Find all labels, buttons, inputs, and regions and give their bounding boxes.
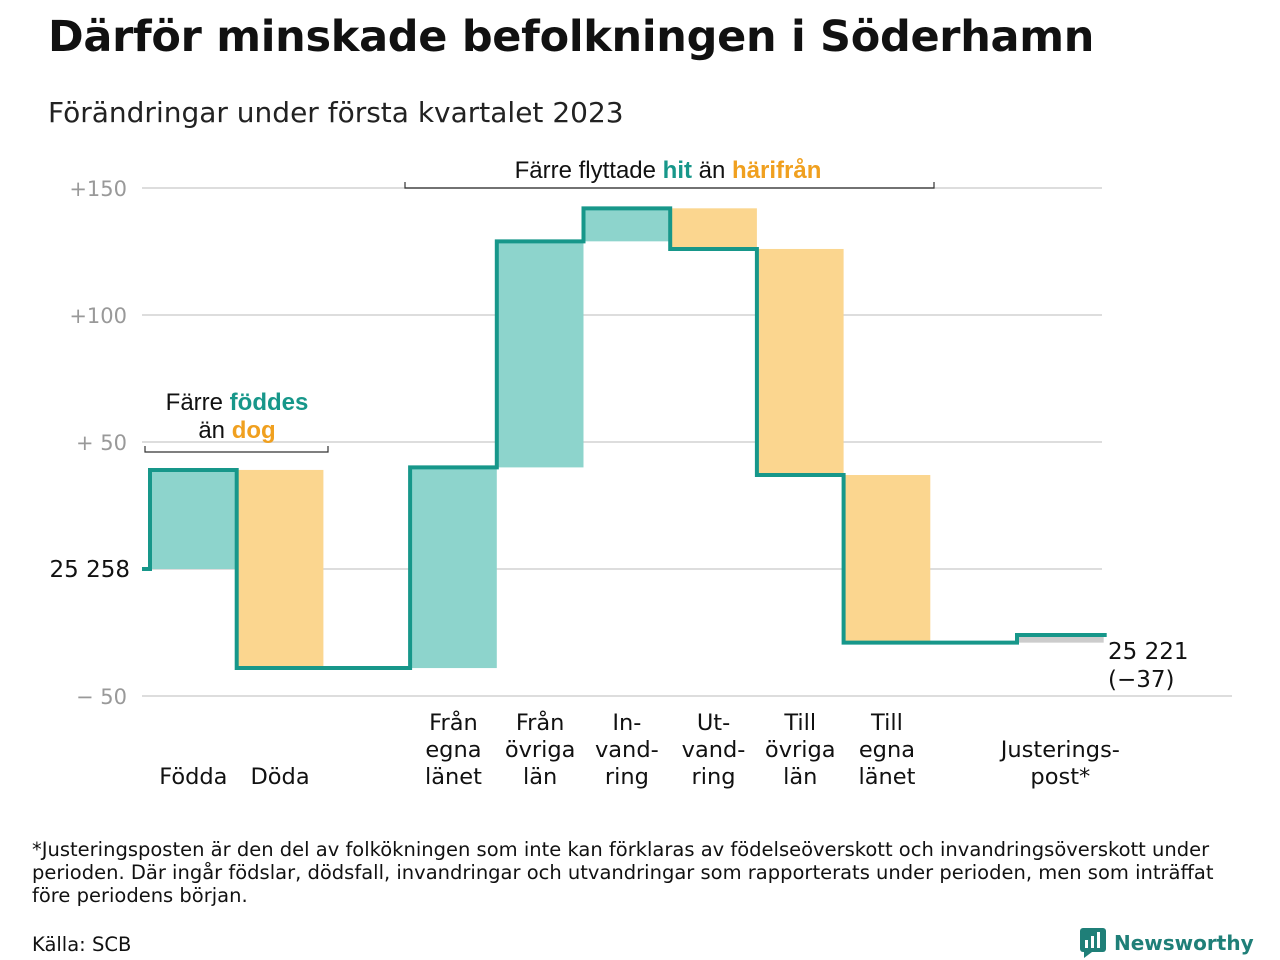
bar-5 <box>583 208 671 242</box>
category-label: länet <box>425 764 482 790</box>
footnote: *Justeringsposten är den del av folkökni… <box>32 838 1214 907</box>
category-label: egna <box>859 737 915 763</box>
start-value-label: 25 258 <box>50 557 130 583</box>
y-tick-label: +150 <box>69 177 127 201</box>
category-label: post* <box>1030 764 1090 790</box>
bar-1 <box>236 469 324 669</box>
category-label: Till <box>783 710 816 736</box>
category-label: Från <box>516 708 565 736</box>
end-value-label: 25 221 <box>1108 639 1188 665</box>
bars <box>150 208 1104 669</box>
annotation-part: härifrån <box>732 157 821 184</box>
bar-8 <box>843 475 931 643</box>
source-note: Källa: SCB <box>32 933 132 956</box>
annotation-births-line2: än dog <box>198 417 275 444</box>
category-label: Ut- <box>697 710 730 736</box>
category-label: län <box>523 764 557 790</box>
category-label: vand- <box>595 737 659 763</box>
y-tick-label: − 50 <box>76 685 127 709</box>
annotation-births-line1: Färre föddes <box>166 389 309 416</box>
annotation-part: hit <box>663 157 692 184</box>
y-tick-label: +100 <box>69 304 127 328</box>
annotation-bracket <box>404 182 935 189</box>
bar-4 <box>496 241 584 468</box>
bar-3 <box>410 467 497 669</box>
category-label: Justerings- <box>999 737 1120 763</box>
category-label: län <box>783 764 817 790</box>
category-label: länet <box>858 764 915 790</box>
chart-subtitle: Förändringar under första kvartalet 2023 <box>48 96 624 129</box>
end-change-label: (−37) <box>1108 667 1174 693</box>
category-label: Döda <box>250 764 309 790</box>
cumulative-step-line <box>142 206 1107 671</box>
y-tick-label: + 50 <box>76 431 127 455</box>
step-line <box>142 206 1107 671</box>
annotation-part: dog <box>232 417 276 444</box>
annotation-part: Färre flyttade <box>515 157 663 184</box>
annotation-bracket <box>144 446 329 453</box>
category-label: In- <box>612 710 641 736</box>
category-label: ring <box>692 764 736 790</box>
bar-10 <box>1017 635 1104 643</box>
newsworthy-logo-icon <box>1080 928 1106 958</box>
annotation-part: än <box>692 157 732 184</box>
bar-0 <box>150 469 237 569</box>
bar-7 <box>756 248 844 476</box>
annotation-part: föddes <box>230 389 309 416</box>
bar-6 <box>670 208 757 249</box>
annotation-part: än <box>198 417 231 444</box>
annotation-migration: Färre flyttade hit än härifrån <box>515 157 822 184</box>
category-label: Från <box>429 708 478 736</box>
category-label: Födda <box>159 764 227 790</box>
category-label: egna <box>425 737 481 763</box>
category-label: övriga <box>765 737 836 763</box>
brand-name: Newsworthy <box>1114 931 1254 955</box>
category-label: ring <box>605 764 649 790</box>
annotation-part: Färre <box>166 389 230 416</box>
category-label: övriga <box>505 737 576 763</box>
category-label: Till <box>870 710 903 736</box>
brand-logo: Newsworthy <box>1080 928 1254 958</box>
category-label: vand- <box>682 737 746 763</box>
chart-title: Därför minskade befolkningen i Söderhamn <box>48 12 1095 62</box>
